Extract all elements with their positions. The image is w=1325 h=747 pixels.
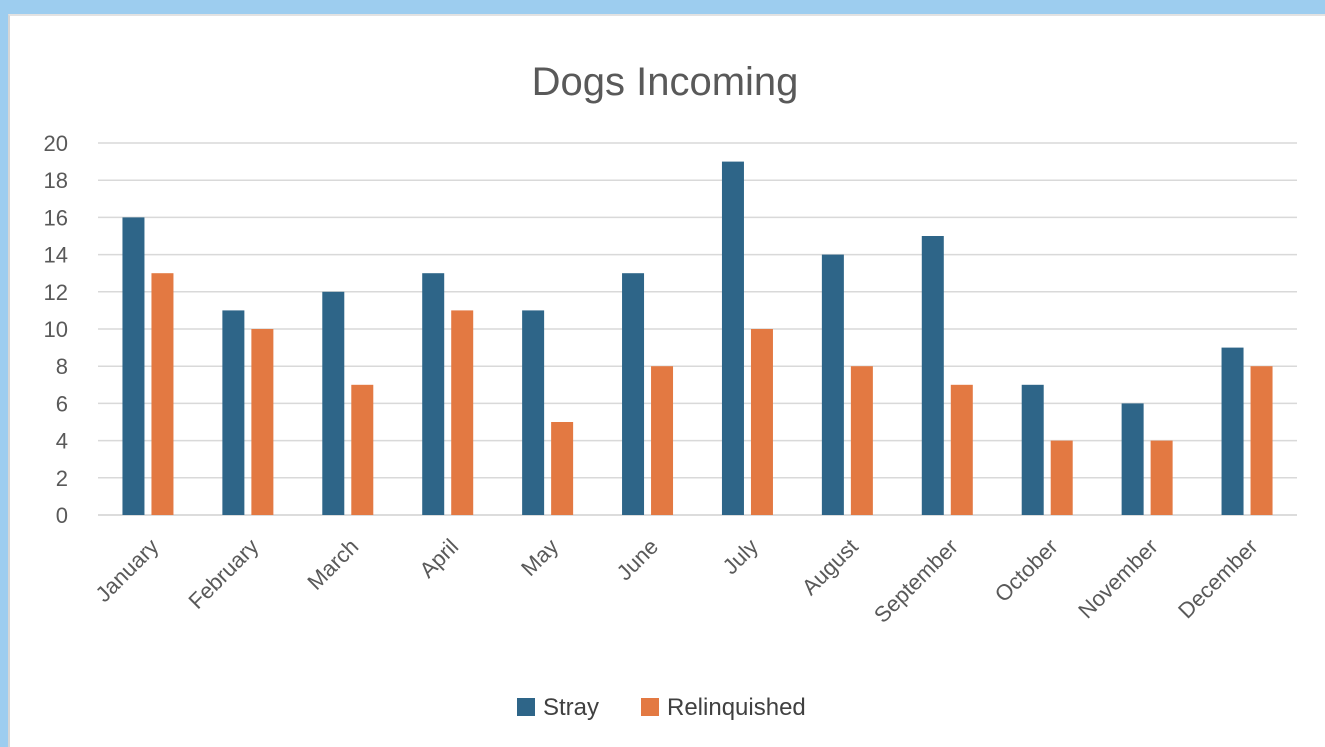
bar-stray-february — [222, 310, 245, 515]
bar-stray-june — [622, 273, 645, 515]
legend-swatch-relinquished — [641, 698, 659, 716]
x-category-label: February — [183, 534, 263, 614]
bar-stray-may — [522, 310, 545, 515]
bar-relinquished-april — [451, 310, 474, 515]
x-category-label: December — [1173, 534, 1262, 623]
bar-stray-october — [1021, 384, 1044, 515]
bar-relinquished-august — [850, 366, 873, 515]
legend: Stray Relinquished — [517, 694, 806, 721]
bar-relinquished-july — [750, 329, 773, 515]
bar-stray-september — [921, 236, 944, 515]
bar-stray-november — [1121, 403, 1144, 515]
x-category-label: July — [718, 534, 763, 579]
y-tick-label: 2 — [56, 466, 68, 491]
bar-relinquished-june — [651, 366, 674, 515]
y-tick-label: 6 — [56, 391, 68, 416]
legend-label-stray: Stray — [543, 694, 599, 721]
bar-stray-december — [1221, 347, 1244, 515]
x-category-label: January — [90, 534, 163, 607]
bar-stray-january — [122, 217, 145, 515]
x-category-label: September — [869, 534, 963, 628]
bar-relinquished-march — [351, 384, 374, 515]
y-axis-ticks: 0 2 4 6 8 10 12 14 16 18 20 — [44, 131, 68, 528]
bar-relinquished-december — [1250, 366, 1273, 515]
y-tick-label: 0 — [56, 503, 68, 528]
legend-label-relinquished: Relinquished — [667, 694, 806, 721]
x-category-label: May — [516, 534, 563, 581]
bar-stray-april — [422, 273, 445, 515]
x-category-label: October — [990, 534, 1063, 607]
gridlines — [98, 142, 1297, 516]
y-tick-label: 16 — [44, 205, 68, 230]
bar-relinquished-february — [251, 329, 274, 515]
x-category-label: April — [414, 534, 463, 583]
y-tick-label: 10 — [44, 317, 68, 342]
bar-relinquished-january — [151, 273, 174, 515]
bar-stray-august — [821, 254, 844, 515]
bars — [122, 161, 1273, 515]
legend-swatch-stray — [517, 698, 535, 716]
x-axis-categories: January February March April May June July Augu… — [90, 534, 1262, 628]
x-category-label: August — [797, 534, 863, 600]
bar-relinquished-may — [551, 422, 574, 515]
bar-stray-march — [322, 291, 345, 515]
chart-title: Dogs Incoming — [532, 60, 799, 104]
bar-relinquished-september — [950, 384, 973, 515]
y-tick-label: 14 — [44, 243, 68, 268]
x-category-label: November — [1073, 534, 1162, 623]
y-tick-label: 12 — [44, 280, 68, 305]
bar-stray-july — [721, 161, 744, 515]
x-category-label: June — [612, 534, 663, 585]
bar-relinquished-november — [1150, 440, 1173, 515]
y-tick-label: 8 — [56, 354, 68, 379]
bar-relinquished-october — [1050, 440, 1073, 515]
x-category-label: March — [302, 534, 363, 595]
y-tick-label: 18 — [44, 168, 68, 193]
y-tick-label: 20 — [44, 131, 68, 156]
y-tick-label: 4 — [56, 429, 68, 454]
